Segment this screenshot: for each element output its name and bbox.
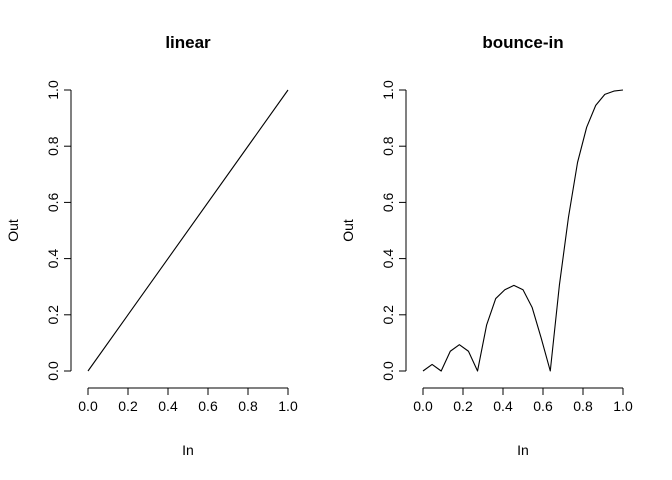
x-tick-label: 0.6 bbox=[198, 398, 218, 414]
series-line bbox=[422, 89, 624, 372]
plot-lines bbox=[422, 89, 624, 372]
y-tick-label: 0.2 bbox=[45, 305, 61, 325]
x-tick-label: 1.0 bbox=[613, 398, 633, 414]
x-tick-label: 0.8 bbox=[238, 398, 258, 414]
x-axis-label: In bbox=[517, 442, 529, 458]
series-line bbox=[87, 89, 289, 372]
x-tick-label: 0.2 bbox=[118, 398, 138, 414]
x-tick-label: 0.8 bbox=[573, 398, 593, 414]
x-tick-label: 0.0 bbox=[78, 398, 98, 414]
y-tick-label: 0.2 bbox=[380, 305, 396, 325]
chart-title: bounce-in bbox=[482, 33, 563, 52]
y-tick-label: 0.0 bbox=[380, 361, 396, 381]
y-tick-label: 1.0 bbox=[45, 80, 61, 100]
x-axis-label: In bbox=[182, 442, 194, 458]
x-axis: 0.0 0.2 0.4 0.6 0.8 1.0 bbox=[413, 387, 633, 414]
x-tick-label: 1.0 bbox=[278, 398, 298, 414]
y-tick-label: 0.8 bbox=[380, 136, 396, 156]
y-axis-label: Out bbox=[340, 219, 356, 242]
y-axis: 0.0 0.2 0.4 0.6 0.8 1.0 bbox=[380, 80, 407, 381]
x-tick-label: 0.4 bbox=[158, 398, 178, 414]
chart-title: linear bbox=[165, 33, 211, 52]
x-tick-label: 0.4 bbox=[493, 398, 513, 414]
panel-linear: linear In Out 0.0 0.2 0.4 0.6 0.8 1.0 0.00.20… bbox=[5, 33, 298, 458]
y-tick-label: 1.0 bbox=[380, 80, 396, 100]
y-tick-label: 0.0 bbox=[45, 361, 61, 381]
x-axis: 0.0 0.2 0.4 0.6 0.8 1.0 bbox=[78, 387, 298, 414]
y-tick-label: 0.6 bbox=[45, 192, 61, 212]
y-tick-label: 0.8 bbox=[45, 136, 61, 156]
x-tick-label: 0.6 bbox=[533, 398, 553, 414]
y-axis-label: Out bbox=[5, 219, 21, 242]
panel-bounce-in: bounce-in In Out 0.0 0.2 0.4 0.6 0.8 1.0 0.00… bbox=[340, 33, 633, 458]
x-tick-label: 0.0 bbox=[413, 398, 433, 414]
y-tick-label: 0.4 bbox=[380, 249, 396, 269]
plot-lines bbox=[87, 89, 289, 372]
y-tick-label: 0.6 bbox=[380, 192, 396, 212]
y-axis: 0.0 0.2 0.4 0.6 0.8 1.0 bbox=[45, 80, 72, 381]
y-tick-label: 0.4 bbox=[45, 249, 61, 269]
x-tick-label: 0.2 bbox=[453, 398, 473, 414]
